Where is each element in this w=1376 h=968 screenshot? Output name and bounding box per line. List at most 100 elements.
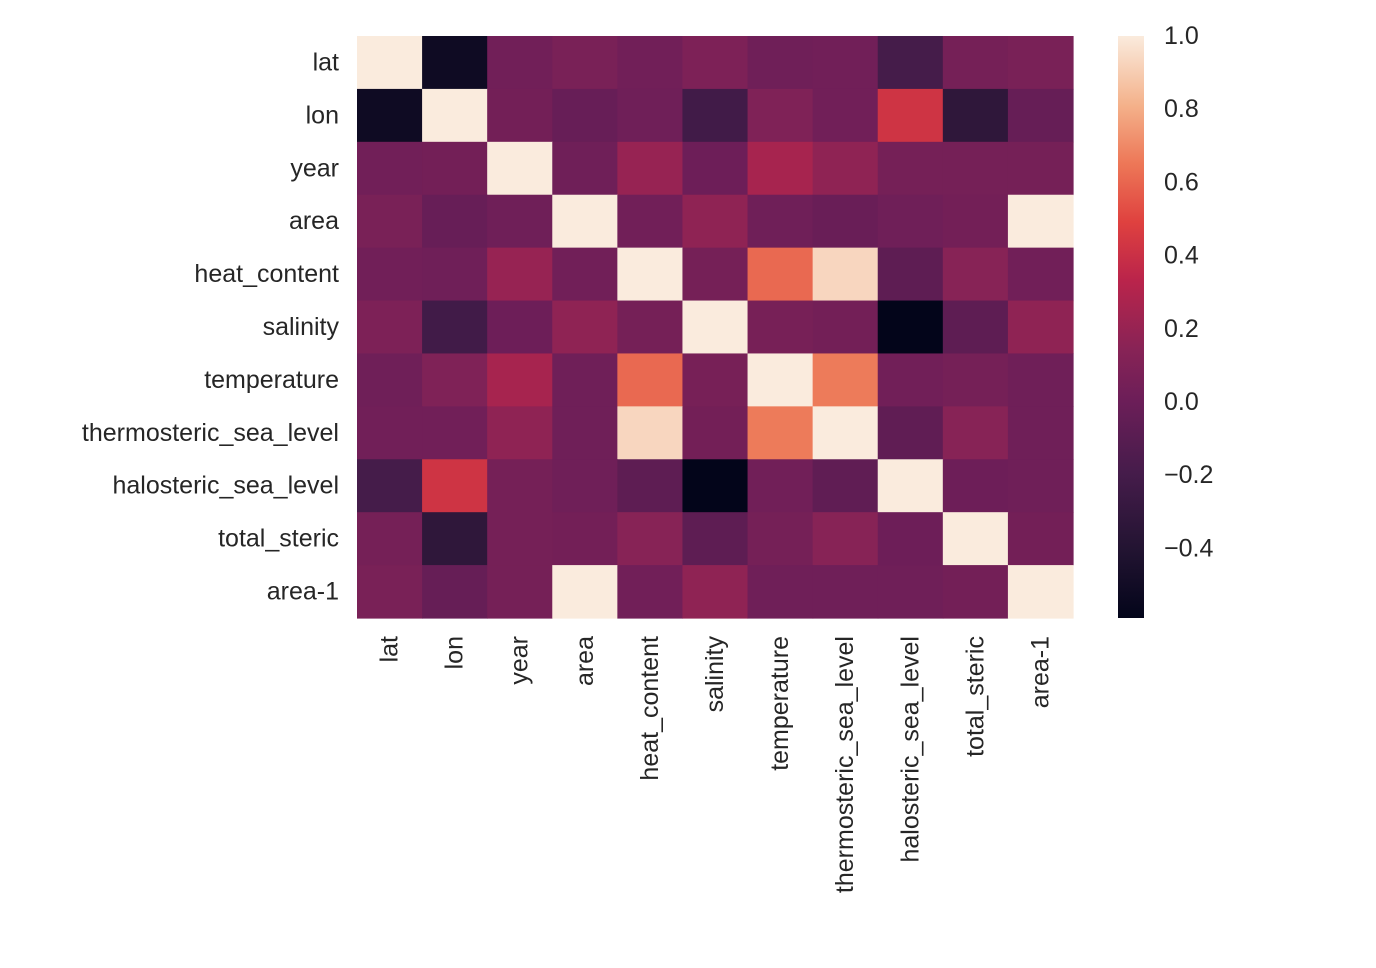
heatmap-cell-temperature-year <box>487 353 553 407</box>
heatmap-cell-thermosteric_sea_level-year <box>487 406 553 460</box>
heatmap-cell-area-1-year <box>487 565 553 619</box>
heatmap-cell-halosteric_sea_level-salinity <box>682 459 749 513</box>
heatmap-cell-temperature-lat <box>357 353 423 407</box>
y-tick-label: lat <box>313 48 339 76</box>
heatmap-cell-area-1-heat_content <box>617 565 684 619</box>
heatmap-cell-halosteric_sea_level-heat_content <box>617 459 684 513</box>
x-tick-label: heat_content <box>636 636 664 781</box>
heatmap-cell-temperature-total_steric <box>942 353 1009 407</box>
y-tick-label: temperature <box>204 366 339 394</box>
heatmap-cell-thermosteric_sea_level-halosteric_sea_level <box>877 406 944 460</box>
y-tick-label: year <box>290 154 339 182</box>
heatmap-cell-temperature-heat_content <box>617 353 684 407</box>
heatmap-cell-lon-year <box>487 88 553 143</box>
colorbar <box>1118 36 1144 618</box>
heatmap-cell-lat-salinity <box>682 36 749 90</box>
heatmap-cell-thermosteric_sea_level-temperature <box>747 406 814 460</box>
heatmap-cell-lat-area <box>552 36 618 90</box>
heatmap-grid <box>357 36 1074 619</box>
y-tick-label: area <box>289 207 339 235</box>
heatmap-cell-heat_content-year <box>487 247 553 302</box>
heatmap-cell-total_steric-total_steric <box>942 512 1009 566</box>
heatmap-cell-temperature-salinity <box>682 353 749 407</box>
heatmap-cell-lon-lon <box>422 88 488 143</box>
heatmap-cell-heat_content-lon <box>422 247 488 302</box>
colorbar-tick-label: 1.0 <box>1164 22 1199 50</box>
heatmap-cell-total_steric-thermosteric_sea_level <box>812 512 879 566</box>
heatmap-cell-year-temperature <box>747 141 814 196</box>
heatmap-cell-area-1-area-1 <box>1007 565 1074 619</box>
heatmap-cell-lat-lon <box>422 36 488 90</box>
colorbar-tick-label: 0.6 <box>1164 168 1199 196</box>
heatmap-cell-lon-thermosteric_sea_level <box>812 88 879 143</box>
heatmap-cell-year-heat_content <box>617 141 684 196</box>
heatmap-cell-lat-heat_content <box>617 36 684 90</box>
colorbar-tick-label: 0.2 <box>1164 315 1199 343</box>
heatmap-cell-lat-temperature <box>747 36 814 90</box>
x-tick-label: year <box>506 636 534 685</box>
heatmap-cell-year-halosteric_sea_level <box>877 141 944 196</box>
colorbar-tick-label: −0.4 <box>1164 534 1213 562</box>
heatmap-cell-salinity-area <box>552 300 618 355</box>
heatmap-cell-area-1-thermosteric_sea_level <box>812 565 879 619</box>
heatmap-cell-total_steric-salinity <box>682 512 749 566</box>
heatmap-cell-temperature-area-1 <box>1007 353 1074 407</box>
heatmap-cell-area-area-1 <box>1007 194 1074 249</box>
heatmap-cell-area-1-total_steric <box>942 565 1009 619</box>
heatmap-cell-salinity-year <box>487 300 553 355</box>
heatmap-cell-halosteric_sea_level-area-1 <box>1007 459 1074 513</box>
heatmap-cell-area-lon <box>422 194 488 249</box>
y-tick-label: heat_content <box>194 260 339 288</box>
colorbar-tick-label: −0.2 <box>1164 461 1213 489</box>
heatmap-cell-salinity-lon <box>422 300 488 355</box>
heatmap-cell-area-1-salinity <box>682 565 749 619</box>
y-axis-tick-labels: lat lon year area heat_content salinity temper… <box>82 48 340 605</box>
heatmap-cell-area-1-area <box>552 565 618 619</box>
heatmap-cell-year-salinity <box>682 141 749 196</box>
heatmap-cell-halosteric_sea_level-temperature <box>747 459 814 513</box>
colorbar-tick-label: 0.8 <box>1164 95 1199 123</box>
heatmap-cell-total_steric-heat_content <box>617 512 684 566</box>
heatmap-cell-temperature-area <box>552 353 618 407</box>
heatmap-cell-halosteric_sea_level-thermosteric_sea_level <box>812 459 879 513</box>
heatmap-cell-lat-lat <box>357 36 423 90</box>
heatmap-cell-year-thermosteric_sea_level <box>812 141 879 196</box>
heatmap-cell-thermosteric_sea_level-lon <box>422 406 488 460</box>
y-tick-label: total_steric <box>218 525 339 553</box>
heatmap-cell-halosteric_sea_level-total_steric <box>942 459 1009 513</box>
x-tick-label: thermosteric_sea_level <box>831 636 859 893</box>
x-tick-label: area-1 <box>1026 636 1054 708</box>
heatmap-cell-halosteric_sea_level-lat <box>357 459 423 513</box>
heatmap-cell-area-lat <box>357 194 423 249</box>
heatmap-cell-halosteric_sea_level-area <box>552 459 618 513</box>
heatmap-cell-year-lon <box>422 141 488 196</box>
heatmap-cell-year-area <box>552 141 618 196</box>
heatmap-cell-area-thermosteric_sea_level <box>812 194 879 249</box>
x-tick-label: lat <box>376 636 404 662</box>
heatmap-cell-total_steric-halosteric_sea_level <box>877 512 944 566</box>
heatmap-cell-lon-area-1 <box>1007 88 1074 143</box>
heatmap-cell-lon-heat_content <box>617 88 684 143</box>
heatmap-cell-lat-area-1 <box>1007 36 1074 90</box>
x-tick-label: lon <box>441 636 469 669</box>
heatmap-cell-lon-salinity <box>682 88 749 143</box>
heatmap-cell-total_steric-temperature <box>747 512 814 566</box>
heatmap-cell-heat_content-area <box>552 247 618 302</box>
y-tick-label: area-1 <box>267 578 339 606</box>
heatmap-cell-area-area <box>552 194 618 249</box>
x-tick-label: temperature <box>766 636 794 771</box>
heatmap-cell-total_steric-area <box>552 512 618 566</box>
heatmap-cell-year-lat <box>357 141 423 196</box>
heatmap-cell-total_steric-area-1 <box>1007 512 1074 566</box>
heatmap-cell-area-year <box>487 194 553 249</box>
heatmap-cell-year-year <box>487 141 553 196</box>
heatmap-cell-lat-year <box>487 36 553 90</box>
heatmap-cell-total_steric-lon <box>422 512 488 566</box>
heatmap-cell-salinity-thermosteric_sea_level <box>812 300 879 355</box>
heatmap-cell-area-1-lat <box>357 565 423 619</box>
heatmap-cell-heat_content-lat <box>357 247 423 302</box>
heatmap-cell-thermosteric_sea_level-area <box>552 406 618 460</box>
heatmap-cell-lon-total_steric <box>942 88 1009 143</box>
heatmap-cell-heat_content-halosteric_sea_level <box>877 247 944 302</box>
